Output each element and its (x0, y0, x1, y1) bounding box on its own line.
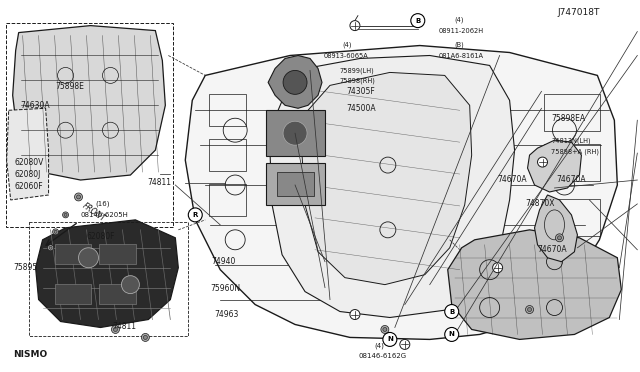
Polygon shape (13, 26, 165, 180)
Circle shape (122, 276, 140, 294)
Circle shape (493, 263, 502, 273)
Text: 74670A: 74670A (537, 245, 567, 254)
Text: R: R (193, 212, 198, 218)
Polygon shape (534, 195, 577, 262)
Text: NISMO: NISMO (13, 350, 48, 359)
FancyBboxPatch shape (54, 283, 92, 304)
Circle shape (63, 212, 68, 218)
Circle shape (79, 248, 99, 268)
Text: (B): (B) (454, 41, 464, 48)
Text: 74813N(LH): 74813N(LH) (551, 138, 591, 144)
FancyBboxPatch shape (99, 244, 136, 264)
Circle shape (188, 208, 202, 222)
Text: 62080V: 62080V (15, 158, 44, 167)
Circle shape (557, 236, 561, 240)
Text: 74811: 74811 (113, 321, 136, 331)
Circle shape (381, 326, 389, 333)
Circle shape (525, 305, 534, 314)
Text: 74940: 74940 (211, 257, 236, 266)
Text: 74963: 74963 (214, 311, 239, 320)
Circle shape (283, 70, 307, 94)
Text: 75895: 75895 (13, 263, 38, 272)
Circle shape (556, 234, 563, 242)
Text: B: B (449, 308, 454, 315)
Circle shape (400, 339, 410, 349)
Circle shape (113, 327, 118, 331)
Circle shape (77, 195, 81, 199)
Text: 62060F: 62060F (15, 182, 44, 190)
Circle shape (52, 229, 59, 235)
Circle shape (383, 327, 387, 331)
Circle shape (111, 326, 120, 333)
Polygon shape (270, 55, 515, 318)
Circle shape (411, 14, 425, 28)
FancyBboxPatch shape (266, 110, 325, 156)
Text: (4): (4) (342, 41, 352, 48)
Circle shape (350, 20, 360, 31)
Circle shape (445, 327, 459, 341)
Polygon shape (6, 108, 49, 200)
Text: 08913-6065A: 08913-6065A (324, 52, 369, 58)
Text: FRONT: FRONT (81, 202, 107, 224)
Polygon shape (302, 73, 472, 285)
Text: N: N (449, 331, 454, 337)
Text: 08146-6205H: 08146-6205H (81, 212, 129, 218)
Circle shape (64, 214, 67, 217)
Text: 081A6-8161A: 081A6-8161A (438, 52, 483, 58)
FancyBboxPatch shape (54, 244, 92, 264)
Text: 74811: 74811 (148, 178, 172, 187)
Text: 75898EA: 75898EA (551, 114, 586, 123)
Text: 62080F: 62080F (87, 231, 115, 241)
Circle shape (143, 336, 147, 339)
Circle shape (383, 333, 397, 346)
Polygon shape (527, 140, 581, 192)
Text: 74670A: 74670A (556, 175, 586, 184)
Circle shape (538, 157, 547, 167)
Polygon shape (186, 45, 618, 339)
FancyBboxPatch shape (266, 163, 325, 205)
Circle shape (141, 333, 149, 341)
Text: 74305F: 74305F (347, 87, 376, 96)
FancyBboxPatch shape (99, 283, 136, 304)
Text: 75899(LH): 75899(LH) (339, 67, 374, 74)
Circle shape (283, 121, 307, 145)
Text: 75898(RH): 75898(RH) (339, 77, 375, 84)
Text: 75898+A (RH): 75898+A (RH) (551, 149, 599, 155)
FancyBboxPatch shape (277, 172, 314, 196)
Circle shape (47, 245, 54, 251)
Text: (4): (4) (454, 17, 463, 23)
Text: 75898E: 75898E (55, 82, 84, 91)
Text: J747018T: J747018T (557, 8, 600, 17)
Text: 74500A: 74500A (347, 105, 376, 113)
Text: 74670A: 74670A (497, 175, 527, 184)
Polygon shape (36, 220, 179, 327)
Polygon shape (448, 230, 621, 339)
Circle shape (350, 310, 360, 320)
Text: B: B (415, 17, 420, 23)
Text: 62080J: 62080J (15, 170, 41, 179)
Text: 74870X: 74870X (525, 199, 555, 208)
Circle shape (445, 305, 459, 318)
Circle shape (54, 230, 57, 233)
Circle shape (527, 308, 532, 311)
Text: 08911-2062H: 08911-2062H (438, 28, 483, 34)
Polygon shape (268, 55, 322, 108)
Text: N: N (387, 336, 393, 342)
Text: 75960N: 75960N (210, 284, 240, 293)
Circle shape (49, 246, 52, 249)
Text: (16): (16) (95, 201, 109, 207)
Circle shape (74, 193, 83, 201)
Text: 74630A: 74630A (20, 101, 49, 110)
Text: (4): (4) (374, 342, 384, 349)
Text: 08146-6162G: 08146-6162G (358, 353, 406, 359)
